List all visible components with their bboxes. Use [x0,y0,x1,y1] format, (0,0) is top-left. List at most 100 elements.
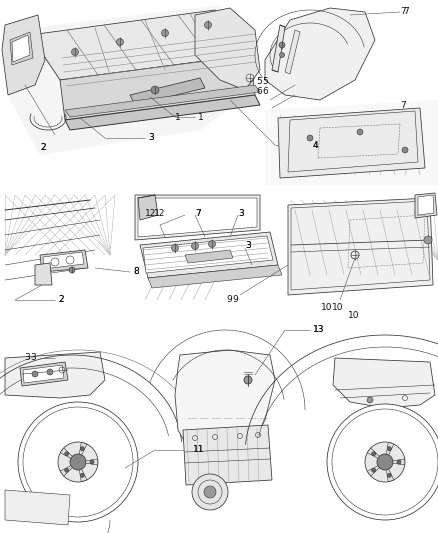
Polygon shape [43,252,84,269]
Polygon shape [140,232,278,278]
Polygon shape [23,365,64,383]
Polygon shape [367,466,379,476]
Circle shape [402,147,408,153]
Text: 3: 3 [245,240,251,249]
Circle shape [32,371,38,377]
Circle shape [397,460,401,464]
Text: 3: 3 [30,353,36,362]
Text: 6: 6 [256,87,262,96]
Text: 9: 9 [226,295,232,304]
Circle shape [357,129,363,135]
Polygon shape [65,95,260,130]
Polygon shape [5,490,70,525]
Circle shape [372,468,376,472]
Text: 10: 10 [348,311,360,319]
Text: 8: 8 [133,268,139,277]
Text: 2: 2 [40,143,46,152]
Text: 13: 13 [313,326,325,335]
Polygon shape [265,100,438,185]
Circle shape [151,86,159,94]
Polygon shape [367,448,379,458]
Polygon shape [60,448,72,458]
Circle shape [279,52,285,58]
Circle shape [192,474,228,510]
Circle shape [71,49,78,55]
Polygon shape [60,466,72,476]
Text: 11: 11 [193,446,205,455]
Circle shape [205,21,212,28]
Circle shape [90,460,94,464]
Text: 2: 2 [58,295,64,304]
Text: 4: 4 [313,141,318,149]
Polygon shape [135,195,260,240]
Polygon shape [10,5,255,155]
Circle shape [367,397,373,403]
Circle shape [372,452,376,456]
Circle shape [387,447,391,451]
Text: 5: 5 [256,77,262,86]
Text: 3: 3 [24,353,30,362]
Polygon shape [138,195,158,220]
Polygon shape [278,108,425,178]
Circle shape [424,236,432,244]
Circle shape [80,447,85,451]
Circle shape [387,473,391,478]
Circle shape [162,29,169,36]
Polygon shape [35,263,52,285]
Text: 10: 10 [332,303,343,311]
Polygon shape [185,250,233,263]
Polygon shape [195,8,260,90]
Circle shape [191,243,198,249]
Text: 4: 4 [313,141,318,149]
Polygon shape [418,195,434,215]
Circle shape [70,454,86,470]
Text: 12: 12 [154,208,166,217]
Polygon shape [2,15,45,95]
Polygon shape [148,265,282,288]
Polygon shape [175,350,275,465]
Circle shape [58,442,98,482]
Polygon shape [130,78,205,105]
Polygon shape [285,30,300,74]
Circle shape [117,38,124,45]
Text: 1: 1 [198,112,204,122]
Polygon shape [79,469,87,482]
Polygon shape [183,425,272,485]
Circle shape [172,245,179,252]
Text: 5: 5 [262,77,268,86]
Polygon shape [79,442,87,455]
Text: 3: 3 [148,133,154,142]
Text: 7: 7 [400,7,406,17]
Text: 1: 1 [175,112,181,122]
Text: 6: 6 [262,87,268,96]
Polygon shape [265,8,375,100]
Polygon shape [12,35,30,62]
Text: 3: 3 [238,208,244,217]
Text: 7: 7 [400,101,406,109]
Polygon shape [333,358,435,408]
Text: 12: 12 [145,208,156,217]
Circle shape [377,454,393,470]
Polygon shape [40,250,88,272]
Polygon shape [386,442,394,455]
Text: 3: 3 [148,133,154,142]
Polygon shape [272,25,285,72]
Text: 7: 7 [403,7,409,17]
Polygon shape [10,32,33,65]
Circle shape [279,42,285,48]
Circle shape [80,473,85,478]
Circle shape [307,135,313,141]
Polygon shape [415,193,437,218]
Circle shape [65,468,69,472]
Text: 7: 7 [195,208,201,217]
Polygon shape [5,352,105,398]
Polygon shape [20,362,68,386]
Text: 3: 3 [245,240,251,249]
Polygon shape [86,459,98,465]
Text: 7: 7 [195,208,201,217]
Text: 9: 9 [232,295,238,304]
Text: 11: 11 [193,446,205,455]
Circle shape [47,369,53,375]
Text: 2: 2 [58,295,64,304]
Circle shape [327,404,438,520]
